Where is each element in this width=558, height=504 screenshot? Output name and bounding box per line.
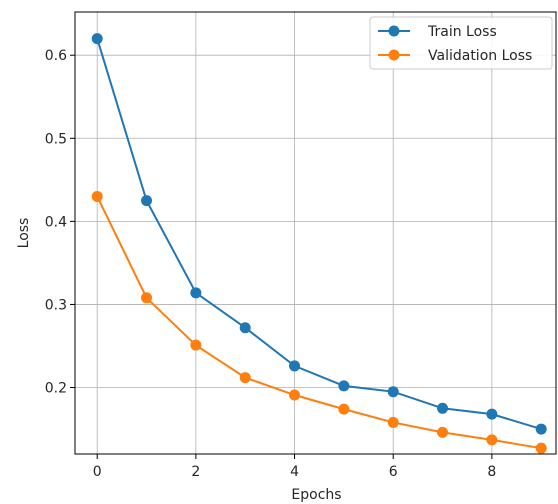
train-loss-line (96, 38, 542, 431)
validation-loss-point (486, 434, 498, 446)
y-tick-label: 0.6 (45, 48, 67, 64)
axis-ticks: 0 2 4 6 8 0.2 0.3 0.4 0.5 0.6 (45, 48, 497, 480)
x-tick-label: 8 (487, 464, 496, 480)
train-loss-point (535, 423, 547, 435)
validation-loss-point (239, 372, 251, 384)
validation-loss-legend-label: Validation Loss (428, 48, 532, 64)
train-loss-point (437, 402, 449, 414)
x-tick-label: 2 (191, 464, 200, 480)
validation-loss-line (96, 196, 542, 450)
train-loss-legend-marker (388, 25, 400, 37)
validation-loss-legend-marker (388, 49, 400, 61)
train-loss-point (190, 287, 202, 299)
train-loss-point (486, 408, 498, 420)
y-tick-label: 0.2 (45, 381, 67, 397)
validation-loss-point (535, 442, 547, 454)
y-tick-label: 0.3 (45, 297, 67, 313)
validation-loss-point (91, 190, 103, 202)
series-layer (91, 33, 547, 454)
train-loss-point (239, 322, 251, 334)
validation-loss-point (141, 292, 153, 304)
train-loss-point (141, 195, 153, 207)
y-tick-label: 0.5 (45, 131, 67, 147)
validation-loss-point (289, 389, 301, 401)
y-axis-title: Loss (16, 218, 32, 249)
train-loss-point (387, 386, 399, 398)
x-tick-label: 4 (290, 464, 299, 480)
x-tick-label: 6 (389, 464, 398, 480)
validation-loss-point (387, 416, 399, 428)
validation-loss-point (437, 426, 449, 438)
plot-frame (74, 11, 557, 455)
y-tick-label: 0.4 (45, 214, 67, 230)
legend: Train Loss Validation Loss (369, 16, 553, 70)
x-tick-label: 0 (93, 464, 102, 480)
train-loss-point (289, 360, 301, 372)
validation-loss-point (190, 339, 202, 351)
x-axis-title: Epochs (291, 487, 341, 503)
train-loss-point (338, 380, 350, 392)
train-loss-legend-label: Train Loss (427, 24, 497, 40)
train-loss-point (91, 33, 103, 45)
validation-loss-point (338, 403, 350, 415)
legend-box (369, 16, 553, 70)
